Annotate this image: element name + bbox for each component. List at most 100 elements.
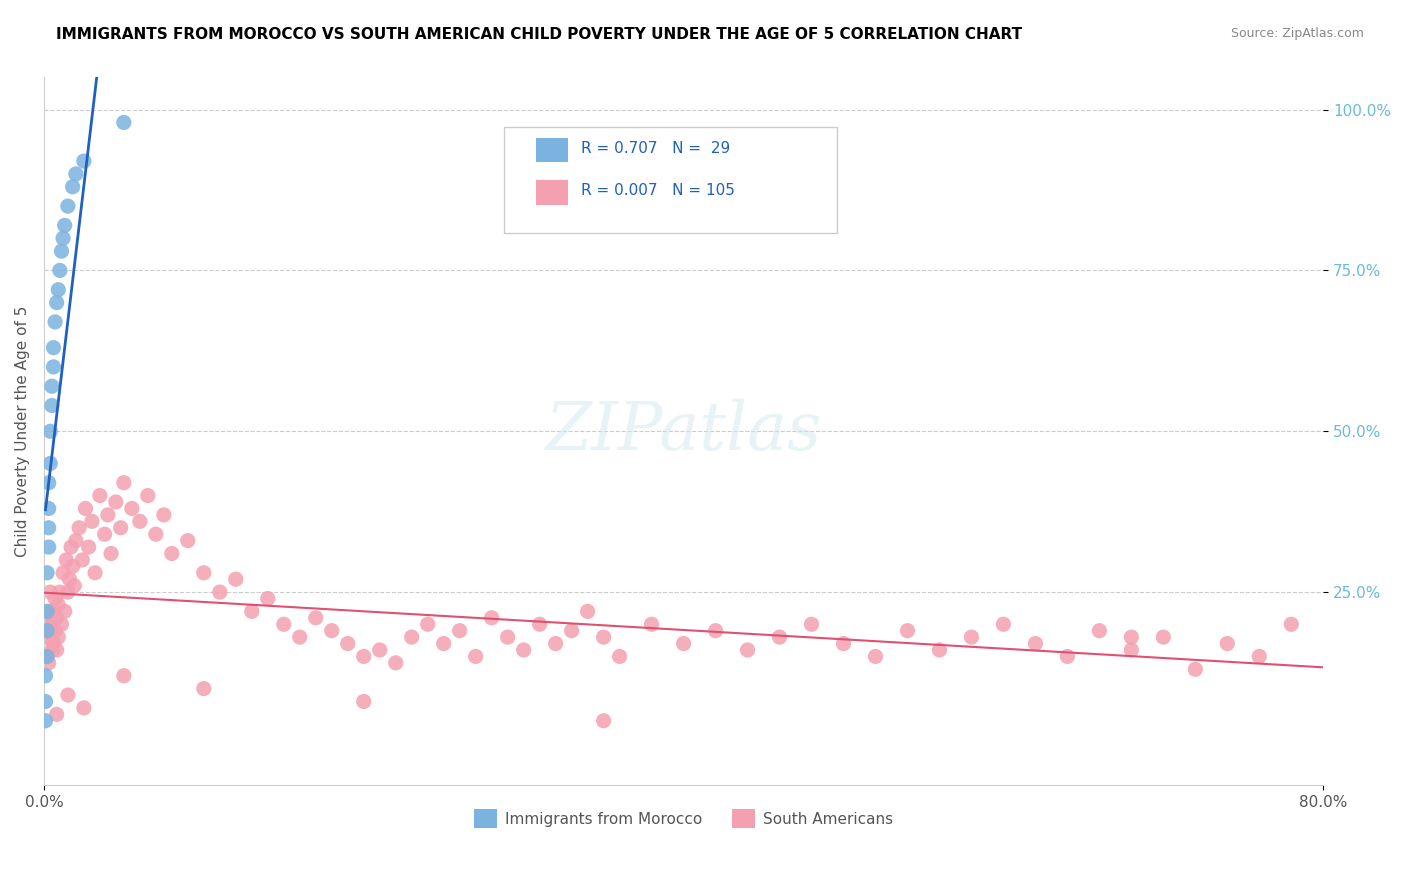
Point bbox=[368, 643, 391, 657]
Point bbox=[256, 591, 278, 606]
Point bbox=[208, 585, 231, 599]
Point bbox=[80, 514, 103, 528]
Point bbox=[41, 643, 63, 657]
Point bbox=[56, 688, 79, 702]
Point bbox=[56, 585, 79, 599]
Point bbox=[46, 630, 69, 644]
Point bbox=[39, 624, 62, 638]
Point bbox=[62, 559, 84, 574]
Point bbox=[100, 547, 122, 561]
Point bbox=[34, 669, 56, 683]
Point bbox=[55, 553, 77, 567]
Point bbox=[1279, 617, 1302, 632]
Point bbox=[35, 617, 58, 632]
Point bbox=[193, 681, 215, 696]
Point bbox=[35, 624, 58, 638]
Point bbox=[72, 553, 94, 567]
Point bbox=[353, 694, 375, 708]
Point bbox=[41, 379, 63, 393]
Point bbox=[104, 495, 127, 509]
Point bbox=[576, 604, 599, 618]
Point bbox=[121, 501, 143, 516]
Point bbox=[52, 231, 75, 245]
Point bbox=[42, 359, 65, 374]
Point bbox=[46, 598, 69, 612]
Point bbox=[512, 643, 534, 657]
Point bbox=[73, 154, 96, 169]
Legend: Immigrants from Morocco, South Americans: Immigrants from Morocco, South Americans bbox=[468, 803, 900, 834]
Point bbox=[35, 649, 58, 664]
Text: IMMIGRANTS FROM MOROCCO VS SOUTH AMERICAN CHILD POVERTY UNDER THE AGE OF 5 CORRE: IMMIGRANTS FROM MOROCCO VS SOUTH AMERICA… bbox=[56, 27, 1022, 42]
Point bbox=[44, 315, 66, 329]
Point bbox=[993, 617, 1015, 632]
Point bbox=[1056, 649, 1078, 664]
Bar bbox=[537, 180, 568, 205]
Point bbox=[433, 636, 456, 650]
Point bbox=[38, 656, 60, 670]
Point bbox=[52, 566, 75, 580]
Point bbox=[225, 572, 247, 586]
Point bbox=[45, 707, 67, 722]
Point bbox=[62, 179, 84, 194]
Point bbox=[42, 341, 65, 355]
Point bbox=[640, 617, 662, 632]
Point bbox=[592, 714, 614, 728]
Point bbox=[73, 701, 96, 715]
Text: R = 0.707   N =  29: R = 0.707 N = 29 bbox=[581, 141, 731, 156]
Point bbox=[51, 617, 73, 632]
Point bbox=[44, 591, 66, 606]
Point bbox=[865, 649, 887, 664]
Point bbox=[35, 604, 58, 618]
Point bbox=[609, 649, 631, 664]
Point bbox=[45, 611, 67, 625]
Point bbox=[160, 547, 183, 561]
Point bbox=[49, 585, 72, 599]
Point bbox=[38, 604, 60, 618]
Point bbox=[53, 604, 76, 618]
Point bbox=[177, 533, 200, 548]
Point bbox=[321, 624, 343, 638]
Point bbox=[529, 617, 551, 632]
Point bbox=[63, 579, 86, 593]
Text: Source: ZipAtlas.com: Source: ZipAtlas.com bbox=[1230, 27, 1364, 40]
Bar bbox=[537, 137, 568, 162]
Point bbox=[38, 475, 60, 490]
Point bbox=[240, 604, 263, 618]
Point bbox=[449, 624, 471, 638]
Point bbox=[128, 514, 150, 528]
Point bbox=[384, 656, 406, 670]
Point bbox=[896, 624, 918, 638]
Point bbox=[800, 617, 823, 632]
Point bbox=[737, 643, 759, 657]
Point bbox=[305, 611, 328, 625]
Point bbox=[65, 167, 87, 181]
Point bbox=[39, 585, 62, 599]
Point bbox=[288, 630, 311, 644]
Point bbox=[60, 540, 83, 554]
Point bbox=[112, 475, 135, 490]
Point bbox=[84, 566, 107, 580]
Point bbox=[34, 630, 56, 644]
Point bbox=[58, 572, 80, 586]
Point bbox=[41, 399, 63, 413]
Point bbox=[1152, 630, 1174, 644]
Point bbox=[464, 649, 486, 664]
Point bbox=[34, 694, 56, 708]
Point bbox=[960, 630, 983, 644]
Point bbox=[1249, 649, 1271, 664]
Point bbox=[481, 611, 503, 625]
Point bbox=[45, 295, 67, 310]
Point bbox=[46, 283, 69, 297]
Point bbox=[53, 219, 76, 233]
Point bbox=[832, 636, 855, 650]
Point bbox=[49, 263, 72, 277]
Point bbox=[1184, 662, 1206, 676]
Point bbox=[672, 636, 695, 650]
Point bbox=[39, 457, 62, 471]
Point bbox=[75, 501, 97, 516]
Point bbox=[1121, 630, 1143, 644]
Point bbox=[65, 533, 87, 548]
Text: R = 0.007   N = 105: R = 0.007 N = 105 bbox=[581, 183, 735, 198]
Point bbox=[112, 669, 135, 683]
Point bbox=[41, 617, 63, 632]
